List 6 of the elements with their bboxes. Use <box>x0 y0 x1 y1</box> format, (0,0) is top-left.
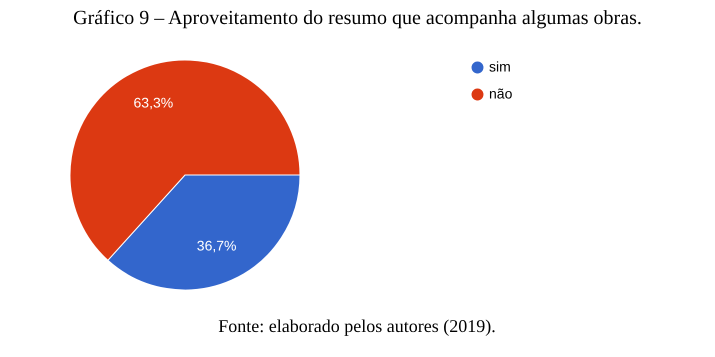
legend-label: sim <box>489 58 511 74</box>
data-label: 63,3% <box>134 94 174 111</box>
source-note: Fonte: elaborado pelos autores (2019). <box>218 316 496 336</box>
data-label: 36,7% <box>196 237 236 254</box>
legend-label: não <box>489 86 513 102</box>
chart-title: Gráfico 9 – Aproveitamento do resumo que acompanha algumas obras. <box>73 7 642 29</box>
